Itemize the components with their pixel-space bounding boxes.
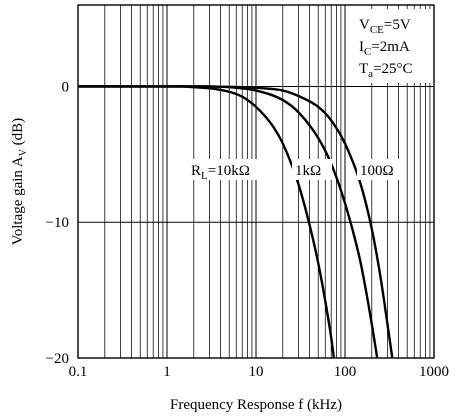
series-label: RL=10kΩ bbox=[191, 163, 250, 182]
x-tick-label: 1 bbox=[163, 364, 171, 380]
x-tick-label: 1000 bbox=[419, 364, 449, 380]
series-label-background bbox=[292, 159, 332, 180]
x-tick-label: 0.1 bbox=[69, 364, 88, 380]
series-label: 1kΩ bbox=[295, 163, 321, 179]
curves bbox=[77, 85, 394, 359]
x-tick-label: 10 bbox=[249, 364, 264, 380]
tick-labels: 0.1 1 10 100 1000 0 −10 −20 bbox=[46, 79, 449, 380]
series-label: 100Ω bbox=[360, 163, 394, 179]
y-axis-label-main: Voltage gain A bbox=[10, 156, 26, 245]
x-tick-label: 100 bbox=[334, 364, 357, 380]
condition-text: VCE=5V bbox=[359, 17, 411, 36]
conditions-background bbox=[350, 9, 432, 83]
condition-text: Ta=25°C bbox=[359, 61, 413, 80]
series-line bbox=[77, 85, 394, 359]
conditions-legend: VCE=5V IC=2mA Ta=25°C bbox=[350, 9, 432, 83]
y-tick-label: −10 bbox=[46, 215, 69, 231]
series-labels: RL=10kΩ 1kΩ 100Ω bbox=[188, 159, 403, 182]
y-tick-label: 0 bbox=[62, 79, 70, 95]
series-label-background bbox=[357, 159, 403, 180]
series-label-background bbox=[188, 159, 276, 180]
plot-frame bbox=[77, 4, 435, 359]
y-axis-label-unit: (dB) bbox=[10, 118, 26, 149]
y-tick-label: −20 bbox=[46, 351, 69, 367]
condition-text: IC=2mA bbox=[359, 39, 410, 58]
y-axis-label-sub: V bbox=[18, 148, 29, 156]
y-axis-label: Voltage gain AV (dB) bbox=[10, 118, 29, 245]
x-axis-label: Frequency Response f (kHz) bbox=[170, 397, 342, 413]
